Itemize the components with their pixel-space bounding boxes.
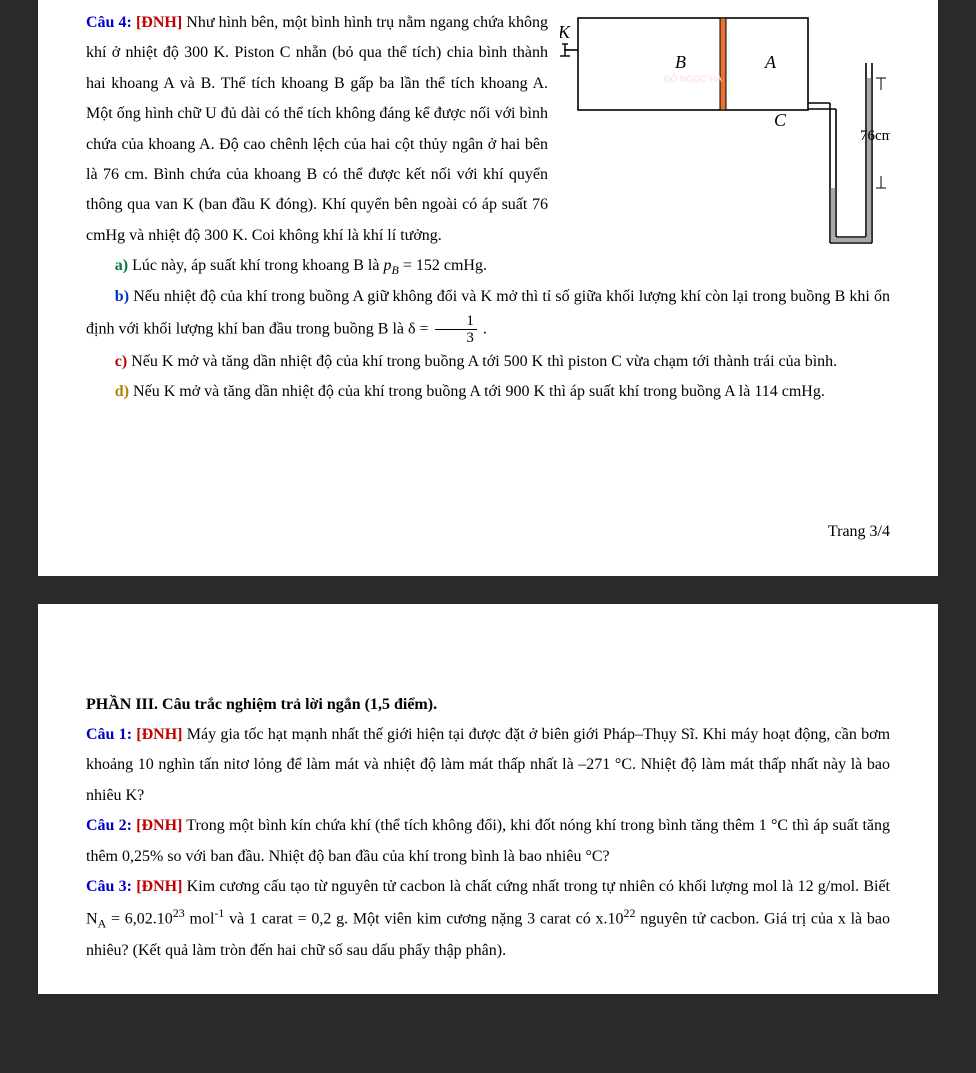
p2-q2-text: Trong một bình kín chứa khí (thể tích kh…	[86, 817, 890, 864]
p2-q2-source: [ĐNH]	[136, 817, 182, 834]
page-number-1: Trang 3/4	[86, 517, 890, 547]
q4-b-frac-num: 1	[435, 313, 477, 331]
q4-a-text2: = 152 cmHg.	[403, 257, 487, 274]
p2-q2: Câu 2: [ĐNH] Trong một bình kín chứa khí…	[86, 811, 890, 872]
figure-svg: B A C ĐỖ NGỌC HÀ K	[560, 8, 890, 263]
q4-b-frac-den: 3	[435, 330, 477, 347]
p2-q3-label: Câu 3:	[86, 878, 132, 895]
q4-a-text1: Lúc này, áp suất khí trong khoang B là	[132, 257, 383, 274]
fig-label-76cm: 76cm	[860, 128, 890, 144]
figure-cylinder-utube: B A C ĐỖ NGỌC HÀ K	[560, 8, 890, 263]
fig-label-B: B	[675, 52, 686, 72]
p2-q3: Câu 3: [ĐNH] Kim cương cấu tạo từ nguyên…	[86, 872, 890, 966]
q4-b-text1: Nếu nhiệt độ của khí trong buồng A giữ k…	[86, 288, 890, 337]
section-iii-title: PHẦN III. Câu trắc nghiệm trả lời ngắn (…	[86, 690, 890, 720]
q4-intro-text: Như hình bên, một bình hình trụ nằm ngan…	[86, 14, 548, 244]
p2-q1-text: Máy gia tốc hạt mạnh nhất thế giới hiện …	[86, 726, 890, 804]
p2-q3-subA: A	[98, 917, 107, 931]
q4-part-c: c) Nếu K mở và tăng dần nhiệt độ của khí…	[86, 347, 890, 377]
q4-a-label: a)	[115, 257, 128, 274]
p2-q3-sup22: 22	[624, 906, 636, 920]
fig-watermark: ĐỖ NGỌC HÀ	[664, 73, 722, 84]
p2-q1: Câu 1: [ĐNH] Máy gia tốc hạt mạnh nhất t…	[86, 720, 890, 811]
p2-q1-source: [ĐNH]	[136, 726, 182, 743]
page-1: B A C ĐỖ NGỌC HÀ K	[38, 0, 938, 576]
q4-c-label: c)	[115, 353, 127, 370]
fig-label-C: C	[774, 110, 787, 130]
q4-c-text: Nếu K mở và tăng dần nhiệt độ của khí tr…	[131, 353, 837, 370]
q4-source: [ĐNH]	[136, 14, 182, 31]
q4-label: Câu 4:	[86, 14, 132, 31]
page-2: PHẦN III. Câu trắc nghiệm trả lời ngắn (…	[38, 604, 938, 994]
p2-q2-label: Câu 2:	[86, 817, 132, 834]
p2-q3-sup23: 23	[173, 906, 185, 920]
q4-d-label: d)	[115, 383, 129, 400]
p2-q3-text3: mol	[185, 911, 215, 928]
fig-label-K: K	[560, 22, 571, 42]
q4-a-sub: B	[391, 263, 398, 277]
q4-b-text2: .	[483, 320, 487, 337]
q4-part-d: d) Nếu K mở và tăng dần nhiệt độ của khí…	[86, 377, 890, 407]
q4-b-label: b)	[115, 288, 129, 305]
p2-q3-text2: = 6,02.10	[106, 911, 173, 928]
q4-part-b: b) Nếu nhiệt độ của khí trong buồng A gi…	[86, 282, 890, 346]
q4-d-text: Nếu K mở và tăng dần nhiệt độ của khí tr…	[133, 383, 825, 400]
fig-label-A: A	[764, 52, 777, 72]
q4-b-frac: 1 3	[435, 313, 477, 347]
p2-q3-text4: và 1 carat = 0,2 g. Một viên kim cương n…	[224, 911, 623, 928]
p2-q1-label: Câu 1:	[86, 726, 132, 743]
p2-q3-source: [ĐNH]	[136, 878, 182, 895]
p2-q3-supm1: -1	[214, 906, 224, 920]
